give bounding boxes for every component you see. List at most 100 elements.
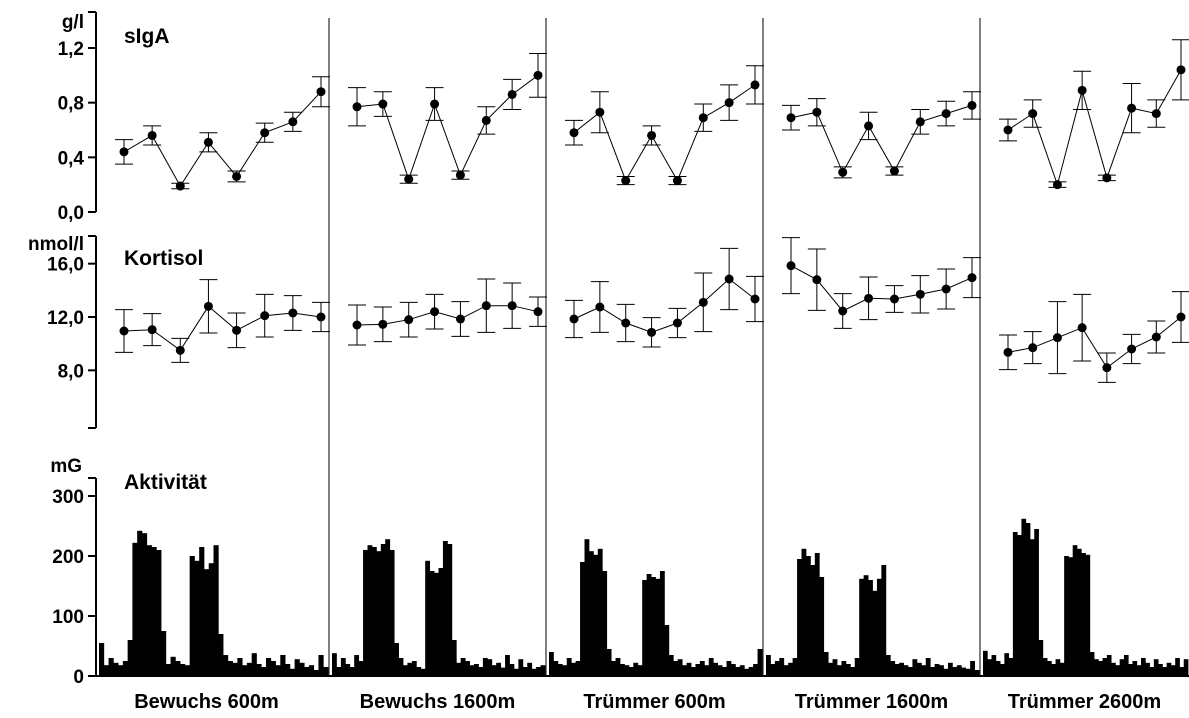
activity-bar [797, 559, 802, 676]
activity-bar [930, 667, 936, 676]
activity-bar [420, 668, 426, 676]
activity-bar [1051, 664, 1056, 676]
activity-bar [970, 661, 975, 676]
data-point [941, 284, 951, 294]
activity-bar [947, 662, 953, 676]
activity-bar [805, 556, 811, 676]
data-point [698, 113, 708, 123]
activity-bar [363, 550, 368, 676]
activity-bar [354, 655, 360, 676]
data-point [232, 171, 242, 181]
data-point [1028, 109, 1038, 119]
activity-bar [156, 550, 162, 676]
activity-bar [1004, 653, 1010, 676]
data-point [1003, 125, 1013, 135]
activity-bar [557, 664, 563, 676]
activity-bar [1115, 665, 1121, 676]
activity-bar [434, 572, 439, 676]
data-point [786, 261, 796, 271]
data-point [232, 325, 242, 335]
activity-bar [615, 658, 621, 676]
activity-bar [571, 662, 577, 676]
activity-bar [899, 662, 904, 676]
activity-bar [664, 625, 670, 676]
data-point [812, 107, 822, 117]
activity-bar [823, 652, 829, 676]
activity-bar [227, 661, 233, 676]
activity-bar [345, 664, 351, 676]
condition-label: Bewuchs 1600m [360, 691, 516, 713]
activity-bar [837, 665, 842, 676]
activity-bar [318, 655, 324, 676]
activity-bar [819, 577, 825, 676]
activity-bar [242, 665, 248, 676]
activity-bar [513, 668, 519, 676]
activity-bar [323, 667, 329, 676]
activity-bar [237, 658, 243, 676]
data-point [1052, 333, 1062, 343]
data-point [941, 109, 951, 119]
activity-bar [465, 661, 470, 676]
activity-bar [213, 545, 219, 676]
series-siga-4 [782, 91, 981, 179]
activity-bar [1179, 667, 1185, 676]
activity-bar [1162, 667, 1168, 676]
activity-bar [261, 667, 267, 676]
y-tick-label-aktivitaet: 300 [52, 487, 84, 508]
activity-bar [1029, 539, 1035, 676]
series-kortisol-2 [348, 278, 547, 346]
activity-bar [602, 571, 608, 676]
activity-bar [482, 658, 488, 676]
activity-bar [655, 578, 661, 676]
activity-bar [137, 530, 143, 676]
activity-bar [141, 533, 148, 676]
activity-bar [872, 590, 878, 676]
activity-bar [792, 658, 798, 676]
activity-bar [170, 656, 176, 676]
data-point [352, 320, 362, 330]
series-kortisol-5 [999, 291, 1189, 383]
activity-bar [726, 661, 732, 676]
activity-bar [1094, 659, 1099, 676]
activity-bar [952, 667, 958, 676]
activity-bar [336, 667, 342, 676]
data-point [672, 318, 682, 328]
data-point [147, 325, 157, 335]
series-kortisol-1 [115, 279, 330, 363]
activity-bar [218, 634, 224, 676]
activity-bar [934, 664, 940, 676]
data-point [647, 130, 657, 140]
data-point [595, 302, 605, 312]
activity-bar [912, 659, 918, 676]
data-point [404, 174, 414, 184]
activity-bar [841, 661, 847, 676]
data-point [175, 181, 185, 191]
activity-bar [814, 553, 820, 676]
data-point [1077, 85, 1087, 95]
activity-bar [518, 659, 524, 676]
activity-bar [132, 542, 138, 676]
activity-bar [575, 661, 581, 676]
data-point [147, 130, 157, 140]
series-line [123, 305, 322, 352]
activity-bar [438, 568, 444, 676]
activity-bar [332, 653, 337, 676]
activity-bar [1059, 662, 1065, 676]
activity-bar [1183, 659, 1189, 676]
data-point [316, 312, 326, 322]
activity-bar [651, 577, 656, 676]
activity-bar [584, 539, 590, 676]
data-point [864, 293, 874, 303]
series-aktivitaet-3 [549, 539, 763, 676]
data-point [430, 307, 440, 317]
activity-bar [925, 658, 931, 676]
activity-bar [1017, 535, 1022, 676]
series-siga-2 [348, 52, 547, 184]
activity-bar [757, 649, 763, 676]
activity-bar [549, 652, 554, 676]
data-point [288, 308, 298, 318]
activity-bar [1098, 661, 1103, 676]
activity-bar [779, 658, 785, 676]
panel-aktivitaet: 0 100 200 300 mG Aktivität [50, 456, 1189, 688]
activity-bar [620, 664, 625, 676]
